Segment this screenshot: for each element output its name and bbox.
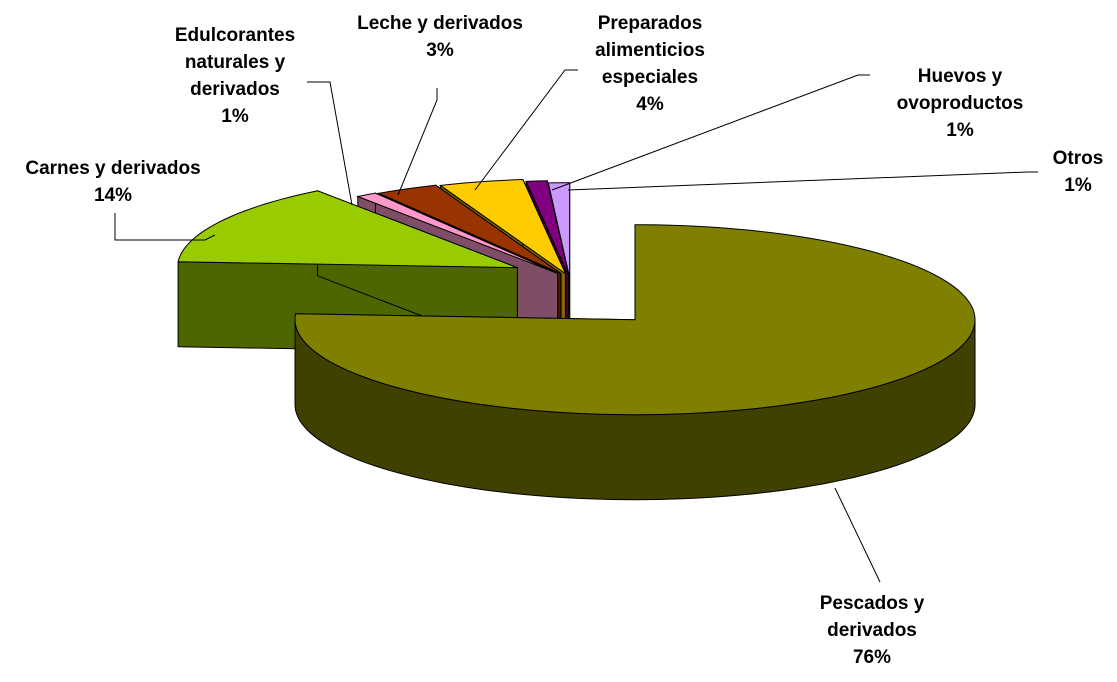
value-label: 4% [636,94,664,115]
slice [177,190,518,269]
category-label: Pescados y derivados [819,593,925,641]
slice [547,182,571,278]
data-label: Leche y derivados 3% [325,10,555,64]
category-label: Huevos y ovoproductos [896,66,1024,114]
slice [377,184,562,275]
category-label: Carnes y derivados [25,158,201,179]
leader-line [551,74,870,191]
leader-line [567,171,1038,191]
data-label: Carnes y derivados 14% [0,155,228,209]
category-label: Edulcorantes naturales y derivados [174,25,296,100]
leader-line [474,69,578,191]
value-label: 1% [1064,175,1092,196]
slice [355,192,558,274]
leader-line [307,81,353,206]
value-label: 1% [946,120,974,141]
data-label: Pescados y derivados 76% [787,590,957,671]
data-label: Huevos y ovoproductos 1% [880,63,1040,144]
leader-line [834,487,881,583]
data-label: Edulcorantes naturales y derivados 1% [155,22,315,130]
category-label: Preparados alimenticios especiales [595,13,705,88]
category-label: Otros [1052,148,1104,169]
leader-line [397,88,438,196]
slice [294,224,976,416]
value-label: 14% [93,185,133,206]
value-label: 76% [852,647,892,668]
data-label: Preparados alimenticios especiales 4% [565,10,735,118]
value-label: 1% [221,106,249,127]
slice [525,180,570,276]
category-label: Leche y derivados [357,13,523,34]
leader-line [114,213,216,241]
data-label: Otros 1% [1048,145,1108,199]
value-label: 3% [426,40,454,61]
